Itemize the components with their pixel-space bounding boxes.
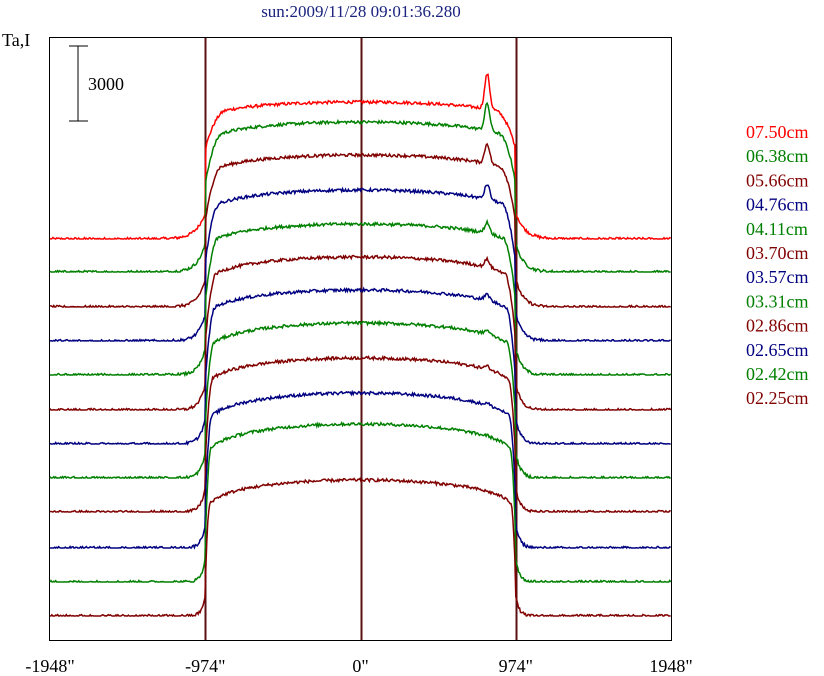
legend-item-07.50cm: 07.50cm (746, 122, 809, 142)
series-line-06.38cm (49, 101, 671, 274)
y-axis-label: Ta,I (2, 30, 30, 50)
series-line-02.25cm (49, 477, 671, 618)
x-tick-label: 0" (352, 656, 368, 676)
scale-bar: 3000 (69, 45, 124, 122)
series-line-05.66cm (49, 142, 671, 309)
legend-item-06.38cm: 06.38cm (746, 146, 809, 166)
legend-item-02.42cm: 02.42cm (746, 364, 809, 384)
legend-item-05.66cm: 05.66cm (746, 170, 809, 190)
chart-title: sun:2009/11/28 09:01:36.280 (261, 2, 461, 21)
series-line-02.86cm (49, 354, 671, 514)
series-line-04.11cm (50, 218, 672, 378)
series-line-03.31cm (49, 319, 671, 480)
series-line-03.70cm (49, 254, 672, 412)
legend-item-02.65cm: 02.65cm (746, 340, 809, 360)
x-tick-label: 974" (499, 656, 533, 676)
legend-item-04.76cm: 04.76cm (746, 195, 809, 215)
series-line-02.65cm (50, 389, 671, 550)
x-tick-label: -1948" (25, 656, 74, 676)
x-tick-labels: -1948" -974" 0" 974" 1948" (25, 656, 692, 676)
scale-bar-label: 3000 (88, 74, 124, 94)
x-tick-label: -974" (185, 656, 225, 676)
x-tick-label: 1948" (649, 656, 692, 676)
plot-frame (49, 37, 672, 641)
series-lines (49, 73, 672, 618)
series-line-03.57cm (49, 286, 671, 446)
legend-item-04.11cm: 04.11cm (746, 219, 808, 239)
legend-item-03.57cm: 03.57cm (746, 267, 809, 287)
legend-item-02.25cm: 02.25cm (746, 388, 809, 408)
legend-item-03.70cm: 03.70cm (746, 243, 809, 263)
series-line-07.50cm (49, 73, 672, 241)
series-line-02.42cm (49, 421, 672, 584)
legend: 07.50cm 06.38cm 05.66cm 04.76cm 04.11cm 03.70… (746, 122, 809, 408)
legend-item-02.86cm: 02.86cm (746, 316, 809, 336)
series-line-04.76cm (49, 184, 671, 343)
legend-item-03.31cm: 03.31cm (746, 291, 809, 311)
